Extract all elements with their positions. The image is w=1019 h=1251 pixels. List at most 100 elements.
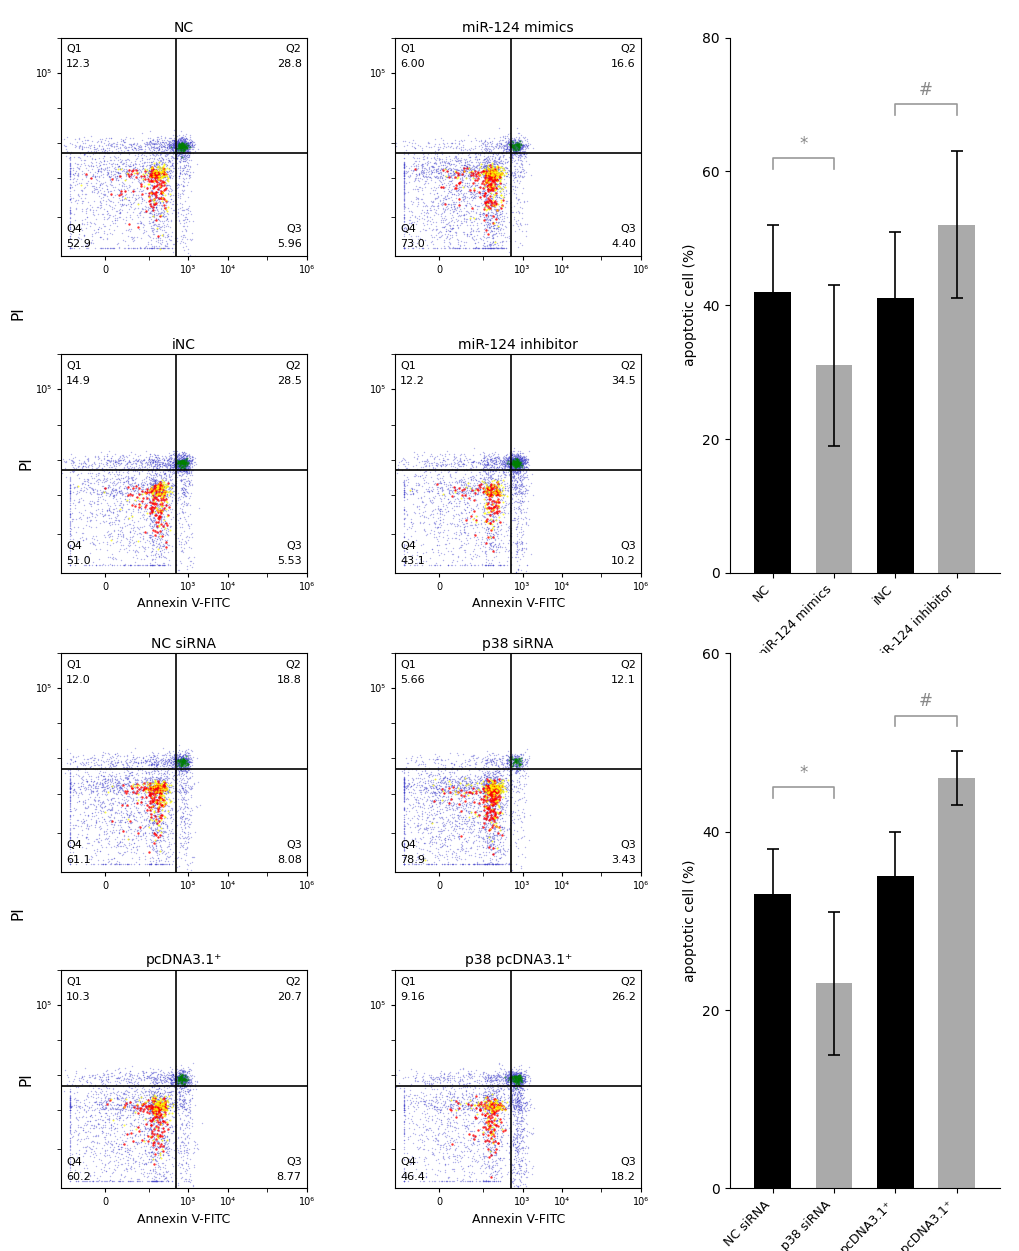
Point	[163, 804, 179, 824]
Point	[501, 450, 518, 470]
Point	[502, 1186, 519, 1206]
Point	[145, 1135, 161, 1155]
Point	[478, 156, 494, 176]
Point	[499, 1098, 516, 1118]
Point	[103, 777, 119, 797]
Point	[430, 851, 446, 871]
Point	[110, 773, 126, 793]
Point	[62, 1168, 78, 1188]
Point	[502, 764, 519, 784]
Point	[153, 166, 169, 186]
Point	[452, 782, 469, 802]
Point	[440, 154, 457, 174]
Point	[91, 159, 107, 179]
Point	[168, 1083, 184, 1103]
Point	[151, 816, 167, 836]
Point	[175, 1068, 192, 1088]
Point	[180, 814, 197, 834]
Point	[173, 1067, 190, 1087]
Point	[141, 797, 157, 817]
Point	[168, 452, 184, 472]
Point	[155, 771, 171, 791]
Point	[458, 195, 474, 215]
Point	[491, 816, 507, 836]
Point	[475, 161, 491, 181]
Point	[503, 1155, 520, 1175]
Point	[515, 1068, 531, 1088]
Point	[396, 475, 413, 495]
Point	[173, 1067, 190, 1087]
Point	[182, 130, 199, 150]
Point	[433, 213, 449, 233]
Point	[144, 769, 160, 789]
Point	[518, 1143, 534, 1163]
Point	[486, 154, 502, 174]
Point	[465, 1126, 481, 1146]
Point	[174, 746, 191, 766]
Point	[472, 156, 488, 176]
Point	[508, 532, 525, 552]
Point	[488, 1103, 504, 1123]
Point	[175, 1067, 192, 1087]
Point	[462, 477, 478, 497]
Point	[514, 1095, 530, 1115]
Point	[123, 778, 140, 798]
Point	[177, 753, 194, 773]
Point	[170, 1076, 186, 1096]
Point	[79, 510, 96, 530]
Point	[478, 475, 494, 495]
Point	[506, 483, 523, 503]
Point	[505, 1076, 522, 1096]
Point	[177, 1142, 194, 1162]
Point	[170, 764, 186, 784]
Point	[438, 189, 454, 209]
Point	[467, 774, 483, 794]
Point	[121, 1066, 138, 1086]
Point	[179, 758, 196, 778]
Point	[516, 1097, 532, 1117]
Point	[459, 158, 475, 178]
Point	[493, 799, 510, 819]
Point	[505, 452, 522, 472]
Point	[148, 1098, 164, 1118]
Point	[481, 823, 497, 843]
Point	[467, 846, 483, 866]
Point	[145, 480, 161, 500]
Point	[471, 806, 487, 826]
Point	[118, 1081, 135, 1101]
Point	[417, 778, 433, 798]
Point	[170, 145, 186, 165]
Point	[496, 1066, 513, 1086]
Point	[180, 1061, 197, 1081]
Point	[470, 1092, 486, 1112]
Point	[97, 1128, 113, 1148]
Point	[104, 778, 120, 798]
Point	[478, 783, 494, 803]
Point	[510, 829, 526, 849]
Point	[165, 463, 181, 483]
Point	[507, 454, 524, 474]
Point	[416, 798, 432, 818]
Point	[513, 1131, 529, 1151]
Point	[183, 776, 200, 796]
Point	[178, 459, 195, 479]
Point	[62, 764, 78, 784]
Point	[507, 463, 524, 483]
Point	[476, 1146, 492, 1166]
Point	[154, 483, 170, 503]
Point	[415, 752, 431, 772]
Point	[158, 484, 174, 504]
Point	[126, 1081, 143, 1101]
Point	[141, 842, 157, 862]
Point	[175, 249, 192, 269]
Point	[59, 738, 75, 758]
Point	[154, 1073, 170, 1093]
Point	[461, 144, 477, 164]
Point	[395, 186, 412, 206]
Point	[451, 517, 468, 537]
Point	[503, 457, 520, 477]
Point	[432, 161, 448, 181]
Point	[501, 458, 518, 478]
Point	[173, 139, 190, 159]
Point	[441, 834, 458, 854]
